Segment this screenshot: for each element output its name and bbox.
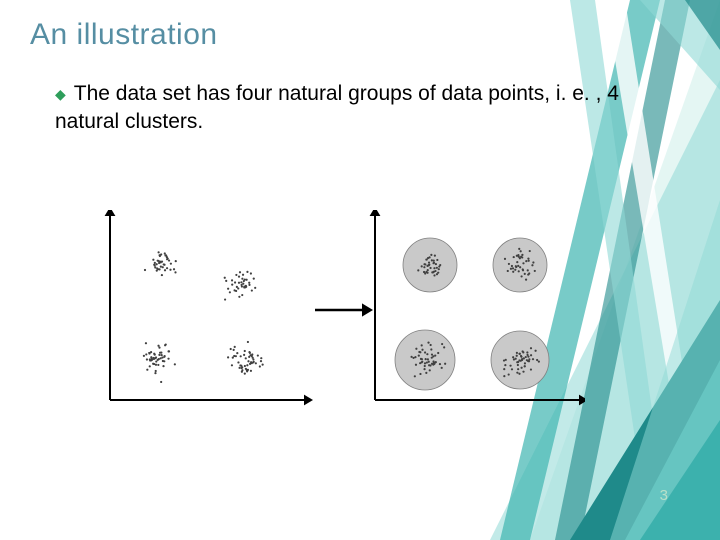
slide-title: An illustration	[30, 18, 218, 52]
bullet-line: ◆The data set has four natural groups of…	[55, 80, 640, 137]
bullet-text: The data set has four natural groups of …	[55, 82, 619, 133]
diamond-bullet-icon: ◆	[55, 85, 66, 104]
page-number: 3	[660, 487, 668, 504]
cluster-figure	[95, 210, 585, 415]
slide: An illustration ◆The data set has four n…	[0, 0, 720, 540]
